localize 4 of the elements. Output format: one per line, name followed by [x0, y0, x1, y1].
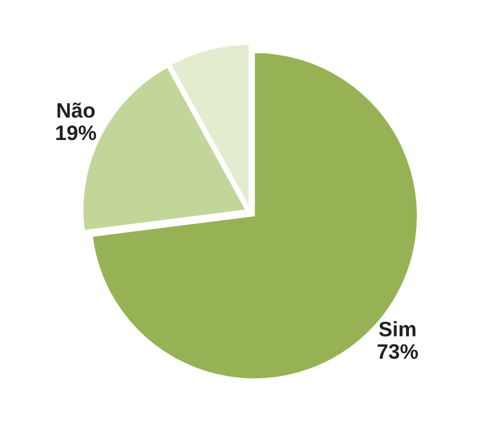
data-label: 19% — [56, 125, 96, 140]
data-label: 73% — [378, 344, 418, 359]
slice-label: Sim — [379, 321, 416, 336]
slice-label: Não — [58, 102, 95, 118]
